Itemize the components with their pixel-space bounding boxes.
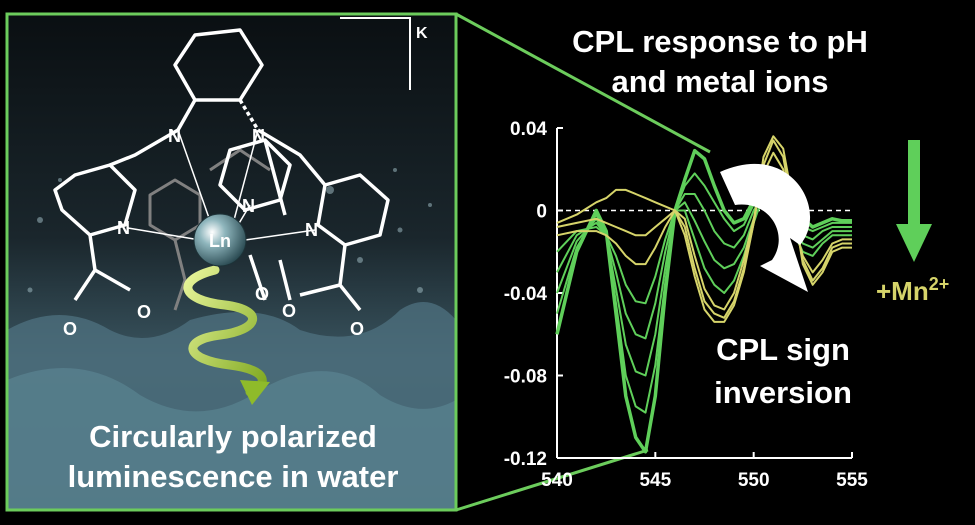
water-droplets — [27, 168, 432, 293]
atom-N-pyr-left: N — [117, 218, 130, 238]
y-tick-label: 0.04 — [510, 119, 547, 140]
molecule-structure — [53, 28, 390, 312]
mn-addition-arrow — [896, 140, 932, 262]
helix-arrow — [183, 265, 267, 397]
series-line-4 — [556, 193, 852, 340]
left-panel: N N N N N O O O O O K Ln Circularly pola… — [5, 12, 458, 512]
left-panel-frame — [5, 12, 458, 512]
caption-line1: Circularly polarized — [89, 419, 377, 454]
series-line-8 — [556, 135, 852, 323]
x-tick-label: 545 — [639, 470, 671, 491]
zoom-line-bottom — [455, 448, 649, 512]
y-tick-label: -0.12 — [504, 449, 547, 470]
counterion-label: K — [416, 25, 428, 42]
atom-N-pyr-right: N — [305, 220, 318, 240]
atom-N-left: N — [168, 126, 181, 146]
helix-arrowhead — [240, 380, 270, 405]
atom-O-3: O — [255, 284, 269, 304]
mn-label-charge: 2+ — [929, 274, 950, 294]
x-tick-label: 555 — [836, 470, 868, 491]
chart-title-line1: CPL response to pH — [572, 24, 868, 59]
atom-N-pyr-mid: N — [242, 196, 255, 216]
arrow-label-line2: inversion — [714, 375, 852, 410]
lanthanide-label: Ln — [209, 231, 231, 251]
inversion-arrow — [720, 163, 811, 292]
series-line-5 — [556, 180, 852, 305]
atom-O-5: O — [350, 319, 364, 339]
atom-O-4: O — [282, 301, 296, 321]
caption-line2: luminescence in water — [68, 459, 399, 494]
chart-title-line2: and metal ions — [611, 64, 828, 99]
atom-N-right: N — [252, 126, 265, 146]
lanthanide-sphere — [193, 213, 247, 267]
series-line-7 — [556, 139, 852, 319]
mn-label-text: +Mn — [876, 276, 929, 306]
atom-labels: N N N N N O O O O O — [63, 126, 364, 339]
charge-bracket — [340, 17, 411, 90]
zoom-line-top — [455, 12, 711, 154]
arrow-label-line1: CPL sign — [716, 332, 850, 367]
y-tick-label: -0.04 — [504, 284, 548, 305]
y-tick-label: 0 — [536, 202, 547, 223]
series-line-6 — [556, 151, 852, 311]
x-tick-label: 540 — [541, 470, 573, 491]
x-tick-label: 550 — [738, 470, 770, 491]
series-line-3 — [556, 188, 852, 377]
y-axis-ticks: 0.04 0 -0.04 -0.08 -0.12 — [504, 119, 563, 470]
atom-O-1: O — [63, 319, 77, 339]
cpl-chart: 0.04 0 -0.04 -0.08 -0.12 540 545 550 555 — [504, 119, 869, 491]
x-axis-ticks: 540 545 550 555 — [541, 452, 868, 491]
y-tick-label: -0.08 — [504, 367, 547, 388]
atom-O-2: O — [137, 302, 151, 322]
mn-label: +Mn2+ — [876, 274, 949, 306]
